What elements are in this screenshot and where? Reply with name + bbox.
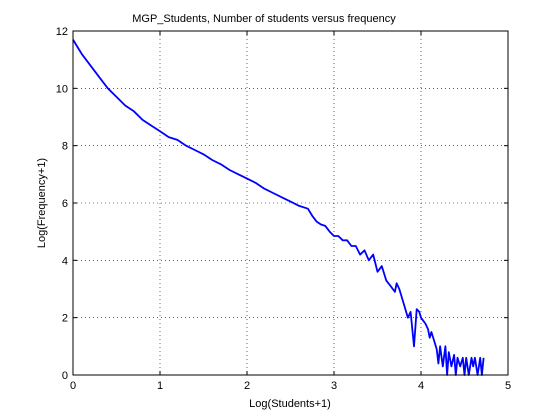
tick-marks (72, 30, 509, 376)
y-tick-label: 10 (56, 83, 68, 95)
x-tick-label: 4 (418, 380, 424, 392)
x-tick-label: 0 (70, 380, 76, 392)
x-tick-label: 5 (505, 380, 511, 392)
y-tick-label: 0 (62, 370, 68, 382)
series-layer (72, 39, 485, 376)
y-tick-label: 8 (62, 141, 68, 153)
y-tick-label: 12 (56, 26, 68, 38)
chart-title: MGP_Students, Number of students versus … (132, 13, 396, 25)
x-tick-labels: 0 1 2 3 4 5 (70, 380, 511, 392)
grid-lines (73, 31, 508, 375)
y-tick-label: 6 (62, 198, 68, 210)
x-axis-label: Log(Students+1) (249, 398, 331, 410)
x-tick-label: 2 (244, 380, 250, 392)
plot-area (73, 31, 508, 375)
x-tick-label: 1 (157, 380, 163, 392)
y-tick-labels: 0 2 4 6 8 10 12 (56, 26, 68, 382)
y-tick-label: 4 (62, 255, 68, 267)
series-line (72, 39, 485, 376)
y-axis-label: Log(Frequency+1) (36, 158, 48, 248)
y-tick-label: 2 (62, 313, 68, 325)
x-tick-label: 3 (331, 380, 337, 392)
